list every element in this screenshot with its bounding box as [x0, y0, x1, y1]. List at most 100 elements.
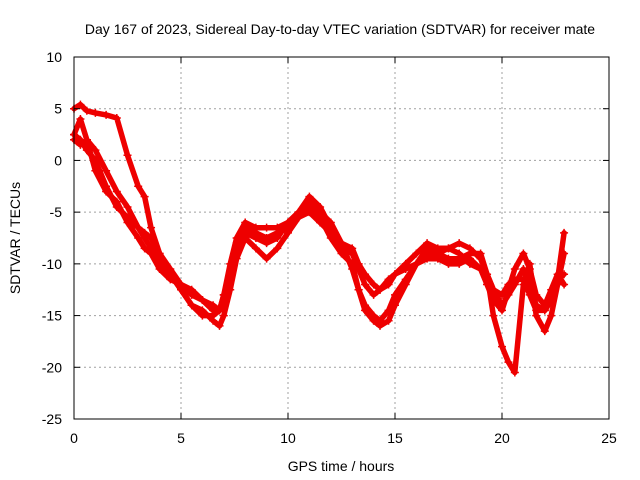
- y-tick-label: -25: [42, 411, 62, 427]
- data-point: [354, 285, 363, 294]
- data-point: [91, 146, 100, 155]
- data-point: [412, 249, 421, 258]
- data-point: [316, 202, 325, 211]
- data-point: [384, 316, 393, 325]
- data-point: [391, 290, 399, 299]
- data-point: [465, 244, 474, 253]
- x-tick-label: 20: [494, 430, 510, 446]
- series-s3: [70, 135, 569, 377]
- data-point: [140, 244, 149, 253]
- data-point: [560, 228, 569, 237]
- data-point: [91, 108, 100, 117]
- data-point: [177, 280, 185, 289]
- data-point: [532, 301, 541, 310]
- data-point: [540, 306, 549, 315]
- data-point: [262, 234, 271, 242]
- data-point: [251, 223, 260, 232]
- data-point: [504, 290, 513, 299]
- data-point: [215, 321, 224, 330]
- y-axis-label: SDTVAR / TECUs: [7, 182, 23, 294]
- data-point: [82, 106, 91, 115]
- data-point: [76, 140, 85, 149]
- series-layer: [70, 100, 569, 377]
- data-point: [369, 290, 378, 299]
- data-point: [134, 223, 143, 232]
- y-tick-label: -15: [42, 308, 62, 324]
- data-point: [187, 301, 196, 310]
- x-tick-labels: 0 5 10 15 20 25: [70, 430, 617, 446]
- data-point: [498, 342, 506, 351]
- y-tick-label: -20: [42, 359, 62, 375]
- y-tick-label: 10: [46, 49, 62, 65]
- data-point: [433, 244, 442, 253]
- data-point: [219, 290, 228, 299]
- data-point: [444, 254, 453, 263]
- data-point: [241, 218, 250, 227]
- data-point: [547, 296, 556, 305]
- data-point: [140, 192, 149, 201]
- data-point: [361, 301, 370, 310]
- data-point: [553, 275, 562, 284]
- data-point: [423, 239, 432, 248]
- x-tick-label: 25: [601, 430, 617, 446]
- data-point: [519, 249, 528, 258]
- data-point: [232, 234, 241, 242]
- data-point: [166, 275, 175, 284]
- x-tick-label: 0: [70, 430, 78, 446]
- plot-frame: [73, 56, 610, 420]
- axis-ticks: [73, 56, 610, 420]
- data-point: [401, 275, 410, 284]
- data-point: [123, 151, 132, 160]
- series-line: [71, 136, 567, 376]
- data-point: [547, 311, 556, 320]
- data-point: [498, 301, 506, 310]
- data-point: [123, 218, 132, 227]
- data-point: [198, 296, 207, 305]
- data-point: [251, 244, 260, 253]
- data-point: [540, 327, 549, 336]
- data-point: [147, 249, 156, 258]
- data-point: [510, 265, 519, 274]
- data-point: [369, 280, 378, 289]
- data-point: [82, 135, 91, 144]
- data-point: [155, 265, 164, 274]
- data-point: [384, 280, 393, 289]
- data-point: [294, 208, 303, 217]
- data-point: [376, 285, 385, 294]
- x-axis-label: GPS time / hours: [288, 458, 395, 474]
- data-point: [284, 218, 292, 227]
- data-point: [134, 234, 143, 242]
- data-point: [226, 259, 235, 268]
- chart-title: Day 167 of 2023, Sidereal Day-to-day VTE…: [85, 21, 595, 37]
- y-tick-labels: 10 5 0 -5 -10 -15 -20 -25: [42, 49, 62, 427]
- data-point: [504, 358, 513, 367]
- data-point: [391, 270, 399, 279]
- data-point: [187, 285, 196, 294]
- data-point: [455, 239, 464, 248]
- data-point: [219, 311, 228, 320]
- data-point: [384, 306, 393, 315]
- data-point: [519, 265, 528, 274]
- y-tick-label: 5: [54, 101, 62, 117]
- data-point: [305, 208, 314, 217]
- data-point: [102, 166, 111, 175]
- data-point: [123, 202, 132, 211]
- data-point: [112, 114, 121, 123]
- data-point: [91, 166, 100, 175]
- data-point: [401, 259, 410, 268]
- data-point: [147, 223, 156, 232]
- data-point: [455, 254, 464, 263]
- x-tick-label: 15: [387, 430, 403, 446]
- data-point: [215, 306, 224, 315]
- data-point: [262, 254, 271, 263]
- data-point: [376, 316, 385, 325]
- data-point: [483, 270, 492, 279]
- data-point: [316, 218, 325, 227]
- data-point: [510, 368, 519, 377]
- y-tick-label: -5: [50, 204, 63, 220]
- data-point: [423, 249, 432, 258]
- data-point: [510, 280, 519, 289]
- data-point: [198, 311, 207, 320]
- series-s2: [70, 130, 569, 325]
